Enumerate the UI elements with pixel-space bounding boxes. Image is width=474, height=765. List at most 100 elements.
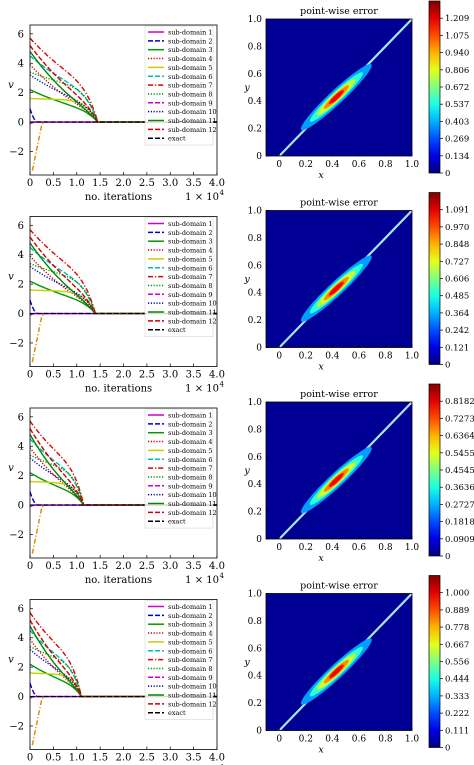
x-tick-label: 2.0 [116, 753, 132, 764]
series-line-transient [31, 121, 45, 171]
heatmap-panel-2: point-wise error 0 0.2 0.4 0.6 0.8 1.0 0 0.2 0.4 0… [243, 192, 469, 373]
legend-entry: sub-domain 8 [168, 473, 212, 481]
x-tick-label: 2.5 [139, 370, 155, 381]
series-line-8 [29, 262, 217, 315]
y-tick-label: 0 [256, 535, 262, 545]
plot-frame [265, 18, 413, 157]
y-tick-label: 0.4 [248, 289, 263, 299]
colorbar-tick-label: 0.889 [445, 606, 469, 616]
colorbar-tick-label: 0.848 [445, 240, 469, 250]
y-tick-label: 6 [18, 29, 24, 40]
legend-entry: sub-domain 1 [168, 29, 212, 37]
legend-entry: exact [168, 518, 186, 526]
x-tick-label: 0.4 [325, 160, 340, 170]
x-multiplier: 1 × 10 [185, 192, 219, 203]
colorbar-tick-label: 0.7273 [445, 414, 474, 424]
x-tick-label: 2.0 [116, 370, 132, 381]
x-tick-label: 3.0 [162, 370, 178, 381]
x-tick-label: 3.5 [186, 561, 202, 572]
legend-box [144, 25, 214, 146]
x-tick-label: 0.8 [378, 352, 393, 362]
legend-entry: exact [168, 709, 186, 717]
x-tick-label: 2.0 [116, 178, 132, 189]
heatmap-title: point-wise error [300, 581, 378, 592]
series-line-6 [29, 55, 217, 123]
line-chart-panel-3: 0 0.5 1.0 1.5 2.0 2.5 3.0 3.5 4.0 −2 0 2 4 6 no. itera… [8, 407, 225, 586]
x-tick-label: 0.2 [299, 352, 313, 362]
y-axis-label: v [8, 655, 14, 666]
y-tick-label: 6 [18, 412, 24, 423]
legend-entry: sub-domain 10 [168, 683, 217, 691]
colorbar-tick-label: 0.6364 [445, 432, 474, 442]
legend-box [144, 408, 214, 529]
legend-entry: sub-domain 11 [168, 500, 217, 508]
x-tick-label: 3.5 [186, 370, 202, 381]
colorbar-tick-label: 1.209 [445, 14, 469, 24]
x-tick-label: 4.0 [209, 561, 225, 572]
series-line-2 [29, 683, 217, 698]
x-tick-label: 0.8 [378, 543, 393, 553]
y-axis-label: y [243, 83, 250, 94]
y-tick-label: 0.8 [248, 42, 263, 52]
y-tick-label: 0.2 [248, 125, 262, 135]
x-tick-label: 1.0 [69, 178, 85, 189]
series-line-4 [29, 447, 217, 506]
x-tick-label: 0 [27, 753, 33, 764]
y-tick-label: 2 [18, 280, 24, 291]
y-tick-label: 0.6 [248, 644, 263, 654]
y-tick-label: 0.8 [248, 425, 263, 435]
x-multiplier: 1 × 10 [185, 575, 219, 586]
colorbar-tick-label: 0.121 [445, 343, 469, 353]
y-tick-label: −2 [9, 338, 24, 349]
x-axis-label: no. iterations [85, 575, 152, 586]
legend-entry: sub-domain 12 [168, 317, 217, 325]
legend-entry: sub-domain 5 [168, 255, 212, 263]
colorbar-tick-label: 0.3636 [445, 483, 474, 493]
legend-entry: sub-domain 5 [168, 64, 212, 72]
legend-entry: sub-domain 3 [168, 46, 212, 54]
colorbar-tick-label: 0.222 [445, 709, 469, 719]
legend-entry: sub-domain 1 [168, 220, 212, 228]
heatmap-title: point-wise error [300, 6, 378, 17]
legend-entry: sub-domain 10 [168, 491, 217, 499]
heatmap-title: point-wise error [300, 198, 378, 209]
colorbar-tick-label: 0.269 [445, 135, 469, 145]
series-line-5 [29, 97, 217, 123]
y-tick-label: 0 [256, 344, 262, 354]
legend-entry: sub-domain 5 [168, 447, 212, 455]
legend-entry: sub-domain 2 [168, 37, 212, 45]
legend-entry: sub-domain 6 [168, 73, 212, 81]
y-tick-label: 1.0 [248, 398, 263, 408]
error-contour-5 [328, 664, 344, 679]
colorbar-tick-label: 0 [445, 361, 450, 371]
x-tick-label: 0.6 [352, 543, 367, 553]
y-tick-label: 2 [18, 88, 24, 99]
series-line-12 [29, 45, 217, 123]
x-axis-label: x [318, 362, 324, 373]
y-tick-label: −2 [9, 530, 24, 541]
series-line-transient [31, 504, 45, 554]
series-line-11 [29, 625, 217, 698]
y-tick-label: 1.0 [248, 207, 263, 217]
x-tick-label: 0.2 [299, 160, 313, 170]
y-tick-label: 4 [18, 250, 24, 261]
x-tick-label: 0.2 [299, 543, 313, 553]
y-tick-label: −2 [9, 147, 24, 158]
legend-entry: sub-domain 3 [168, 238, 212, 246]
colorbar [428, 575, 441, 748]
x-tick-label: 0.8 [378, 735, 393, 745]
colorbar-tick-label: 0.4545 [445, 466, 474, 476]
colorbar-tick-label: 0 [445, 169, 450, 179]
x-tick-label: 0 [27, 178, 33, 189]
y-tick-label: 0.4 [248, 480, 263, 490]
colorbar-tick-label: 0.8182 [445, 397, 474, 407]
series-line-7 [29, 37, 217, 123]
colorbar [428, 0, 441, 174]
legend-entry: sub-domain 3 [168, 621, 212, 629]
colorbar-tick-label: 0.0909 [445, 535, 474, 545]
series-line-5 [29, 672, 217, 698]
legend-entry: sub-domain 11 [168, 117, 217, 125]
y-tick-label: 1.0 [248, 15, 263, 25]
legend-entry: sub-domain 7 [168, 656, 212, 664]
x-multiplier-exponent: 4 [220, 381, 225, 389]
